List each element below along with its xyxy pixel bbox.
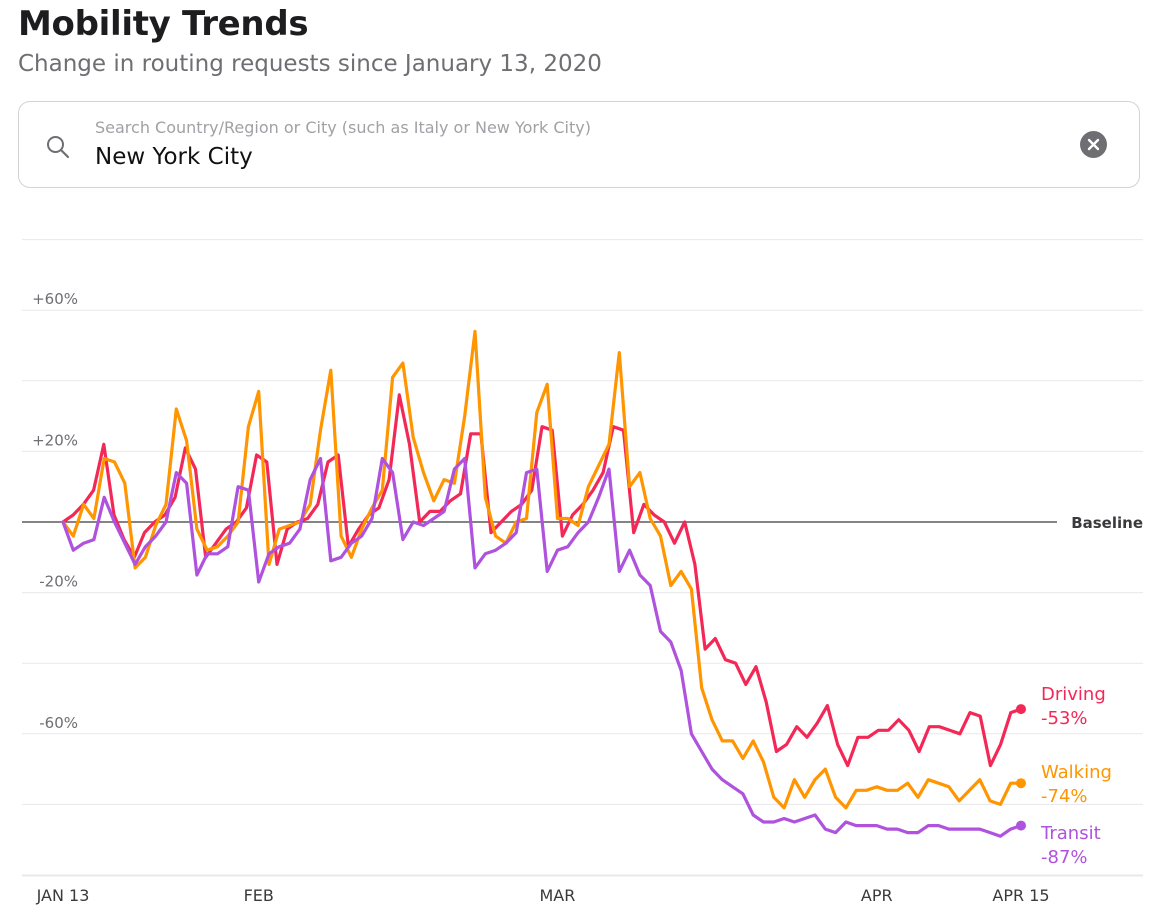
series-endpoint-walking xyxy=(1016,778,1026,789)
series-name-label: Walking xyxy=(1041,762,1112,783)
series-value-label: -74% xyxy=(1041,786,1088,807)
search-placeholder: Search Country/Region or City (such as I… xyxy=(95,118,591,137)
series-value-label: -87% xyxy=(1041,847,1088,868)
series-value-label: -53% xyxy=(1041,708,1088,729)
y-tick-label: +60% xyxy=(32,290,78,308)
series-line-walking xyxy=(61,329,1023,810)
clear-search-button[interactable] xyxy=(1080,131,1107,158)
series-line-driving xyxy=(61,393,1023,768)
series-endpoint-transit xyxy=(1016,820,1026,831)
page-subtitle: Change in routing requests since January… xyxy=(18,51,602,77)
series-name-label: Driving xyxy=(1041,684,1106,705)
x-tick-label: FEB xyxy=(244,886,274,905)
baseline-label: Baseline xyxy=(1071,514,1143,532)
y-tick-label: -20% xyxy=(39,573,78,591)
search-box[interactable]: Search Country/Region or City (such as I… xyxy=(18,101,1140,188)
y-axis-ticks: +60% +20% -20% -60% xyxy=(32,290,78,732)
y-tick-label: -60% xyxy=(39,714,78,732)
x-axis-ticks: JAN 13 FEB MAR APR APR 15 xyxy=(36,886,1050,905)
series-labels: Driving -53% Walking -74% Transit -87% xyxy=(1040,684,1112,868)
x-tick-label: JAN 13 xyxy=(36,886,90,905)
x-tick-label: APR xyxy=(861,886,893,905)
series-endpoint-driving xyxy=(1016,704,1026,715)
clear-icon xyxy=(1087,138,1100,151)
page-title: Mobility Trends xyxy=(18,4,309,44)
series-line-transit xyxy=(61,456,1023,838)
search-input[interactable] xyxy=(95,144,995,170)
series-name-label: Transit xyxy=(1040,823,1101,844)
x-tick-label: MAR xyxy=(540,886,576,905)
x-tick-label: APR 15 xyxy=(992,886,1049,905)
y-tick-label: +20% xyxy=(32,431,78,449)
search-icon xyxy=(47,136,70,159)
gridlines xyxy=(22,239,1143,877)
series-lines xyxy=(61,329,1026,838)
mobility-chart: +60% +20% -20% -60% Baseline Driving -53% Wal… xyxy=(22,239,1143,905)
